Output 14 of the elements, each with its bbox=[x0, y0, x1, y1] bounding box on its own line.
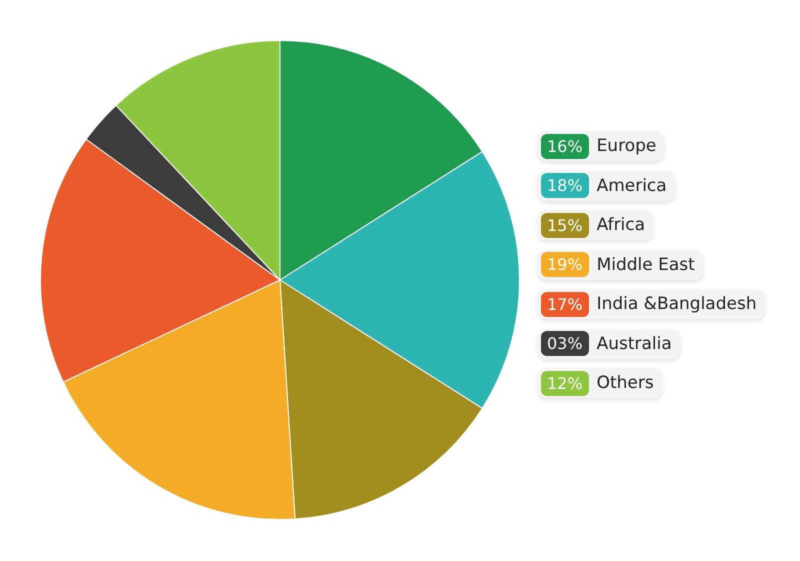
legend-label: America bbox=[596, 176, 667, 196]
legend-label: Australia bbox=[596, 334, 672, 354]
data-label: 12% bbox=[541, 370, 589, 396]
data-label: 18% bbox=[541, 173, 589, 198]
legend-label: Africa bbox=[596, 215, 646, 235]
data-label: 16% bbox=[541, 134, 589, 158]
data-label: 15% bbox=[541, 212, 589, 238]
legend-label: Europe bbox=[596, 136, 656, 156]
data-label: 03% bbox=[541, 331, 589, 356]
legend-label: Others bbox=[596, 373, 654, 393]
legend-label: India &Bangladesh bbox=[596, 294, 757, 314]
legend-label: Middle East bbox=[596, 254, 695, 274]
data-label: 19% bbox=[541, 252, 589, 277]
data-label: 17% bbox=[541, 292, 589, 316]
